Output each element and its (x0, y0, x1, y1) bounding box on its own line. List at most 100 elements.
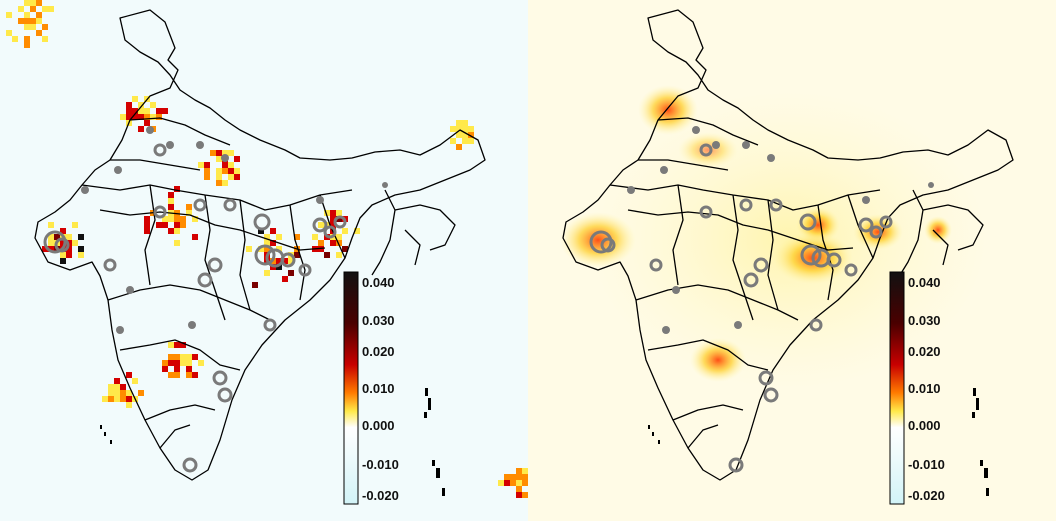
hotspot-cell (318, 240, 324, 246)
station-marker (758, 370, 774, 386)
hotspot-cell (462, 138, 468, 144)
station-marker (81, 186, 89, 194)
station-marker (333, 215, 347, 229)
colorbar-tick-label: 0.030 (362, 313, 395, 328)
hotspot-cell (168, 198, 174, 204)
station-marker (166, 141, 174, 149)
hotspot-cell (18, 18, 24, 24)
hotspot-cell (174, 222, 180, 228)
hotspot-cell (276, 264, 282, 270)
station-marker (298, 263, 312, 277)
hotspot-cell (108, 390, 114, 396)
station-marker (728, 457, 744, 473)
hotspot-cell (48, 240, 54, 246)
hotspot-cell (30, 18, 36, 24)
india-boundary (562, 9, 1014, 481)
hotspot-cell (282, 258, 288, 264)
colorbar-tick-label: 0.040 (362, 275, 395, 290)
hotspot-cell (174, 354, 180, 360)
hotspot-cell (342, 246, 348, 252)
hotspot-cell (150, 114, 156, 120)
hotspot-cell (174, 366, 180, 372)
colorbar-tick-label: 0.000 (908, 418, 941, 433)
hotspot-cell (24, 42, 30, 48)
hotspot-cell (198, 162, 204, 168)
station-marker (153, 143, 167, 157)
colorbar-tick-label: 0.030 (908, 313, 941, 328)
hotspot-cell (132, 378, 138, 384)
hotspot-cell (324, 252, 330, 258)
hotspot-cell (168, 360, 174, 366)
hotspot-cell (168, 216, 174, 222)
hotspot-cell (174, 372, 180, 378)
station-marker (193, 198, 207, 212)
hotspot-cell (144, 216, 150, 222)
station-marker (146, 126, 154, 134)
hotspot-cell (162, 222, 168, 228)
colorbar-gradient (343, 271, 359, 505)
hotspot-cell (204, 162, 210, 168)
hotspot-cell (330, 240, 336, 246)
station-marker (188, 321, 196, 329)
hotspot-cell (462, 120, 468, 126)
hotspot-cell (510, 474, 516, 480)
hotspot-cell (48, 234, 54, 240)
station-marker (699, 205, 713, 219)
hotspot-cell (282, 276, 288, 282)
hotspot-cell (180, 360, 186, 366)
hotspot-cell (294, 234, 300, 240)
station-marker (253, 213, 271, 231)
hotspot-cell (228, 168, 234, 174)
station-marker (763, 387, 779, 403)
hotspot-cell (330, 210, 336, 216)
hotspot-cell (120, 396, 126, 402)
hotspot-cell (168, 354, 174, 360)
hotspot-cell (246, 246, 252, 252)
station-marker (869, 225, 883, 239)
hotspot-cell (228, 162, 234, 168)
hotspot-cell (24, 24, 30, 30)
station-marker (43, 230, 67, 254)
station-marker (769, 198, 783, 212)
hotspot-cell (174, 186, 180, 192)
hotspot-cell (264, 270, 270, 276)
station-marker (182, 457, 198, 473)
hotspot-cell (288, 258, 294, 264)
hotspot-cell (336, 252, 342, 258)
hotspot-cell (126, 108, 132, 114)
hotspot-cell (450, 138, 456, 144)
hotspot-cell (156, 108, 162, 114)
colorbar-tick-label: -0.020 (362, 488, 399, 503)
map-right: 0.040 0.030 0.020 0.010 0.000 -0.010 -0.… (528, 0, 1056, 521)
station-marker (217, 387, 233, 403)
hotspot-cell (24, 12, 30, 18)
hotspot-cell (156, 222, 162, 228)
station-marker (809, 318, 823, 332)
hotspot-cell (216, 156, 222, 162)
station-marker (739, 198, 753, 212)
india-boundary (34, 9, 486, 481)
hotspot-cell (36, 12, 42, 18)
station-marker (800, 244, 822, 266)
station-marker (660, 166, 668, 174)
hotspot-cell (126, 396, 132, 402)
hotspot-cell (354, 228, 360, 234)
hotspot-cell (342, 228, 348, 234)
station-marker (734, 321, 742, 329)
hotspot-cell (144, 120, 150, 126)
hotspot-cell (168, 372, 174, 378)
hotspot-cell (120, 114, 126, 120)
hotspot-cell (144, 108, 150, 114)
hotspot-cell (174, 210, 180, 216)
hotspot-cell (498, 480, 504, 486)
station-marker (712, 141, 720, 149)
station-marker (116, 326, 124, 334)
station-marker (692, 126, 700, 134)
hotspot-cell (144, 114, 150, 120)
hotspot-cell (60, 240, 66, 246)
hotspot-cell (522, 492, 528, 498)
hotspot-cell (516, 492, 522, 498)
station-marker (844, 263, 858, 277)
hotspot-cell (198, 360, 204, 366)
hotspot-cell (138, 390, 144, 396)
